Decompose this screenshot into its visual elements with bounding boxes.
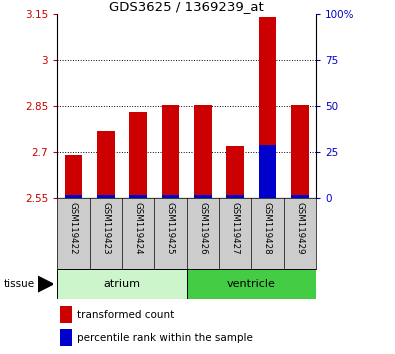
Bar xyxy=(64,155,82,198)
Bar xyxy=(60,329,72,346)
Text: GSM119429: GSM119429 xyxy=(295,202,304,254)
Bar xyxy=(97,195,115,198)
Text: GSM119425: GSM119425 xyxy=(166,202,175,255)
Text: GSM119426: GSM119426 xyxy=(198,202,207,255)
Bar xyxy=(226,146,244,198)
Bar xyxy=(259,144,276,198)
Bar xyxy=(64,195,82,198)
Bar xyxy=(194,195,212,198)
Text: atrium: atrium xyxy=(103,279,141,289)
Text: GSM119423: GSM119423 xyxy=(101,202,110,255)
Bar xyxy=(259,17,276,198)
Bar xyxy=(226,195,244,198)
Text: percentile rank within the sample: percentile rank within the sample xyxy=(77,332,253,343)
Text: GSM119427: GSM119427 xyxy=(231,202,240,255)
Text: transformed count: transformed count xyxy=(77,310,174,320)
Bar xyxy=(194,105,212,198)
Bar xyxy=(291,195,309,198)
Bar xyxy=(129,112,147,198)
Title: GDS3625 / 1369239_at: GDS3625 / 1369239_at xyxy=(109,0,264,13)
Bar xyxy=(162,105,179,198)
Text: tissue: tissue xyxy=(4,279,35,289)
Text: GSM119422: GSM119422 xyxy=(69,202,78,255)
Text: GSM119428: GSM119428 xyxy=(263,202,272,255)
Bar xyxy=(129,195,147,198)
Bar xyxy=(291,105,309,198)
Polygon shape xyxy=(38,276,53,292)
Bar xyxy=(162,195,179,198)
Bar xyxy=(187,269,316,299)
Bar xyxy=(97,131,115,198)
Bar xyxy=(57,269,187,299)
Text: GSM119424: GSM119424 xyxy=(134,202,143,255)
Bar xyxy=(60,306,72,323)
Text: ventricle: ventricle xyxy=(227,279,276,289)
